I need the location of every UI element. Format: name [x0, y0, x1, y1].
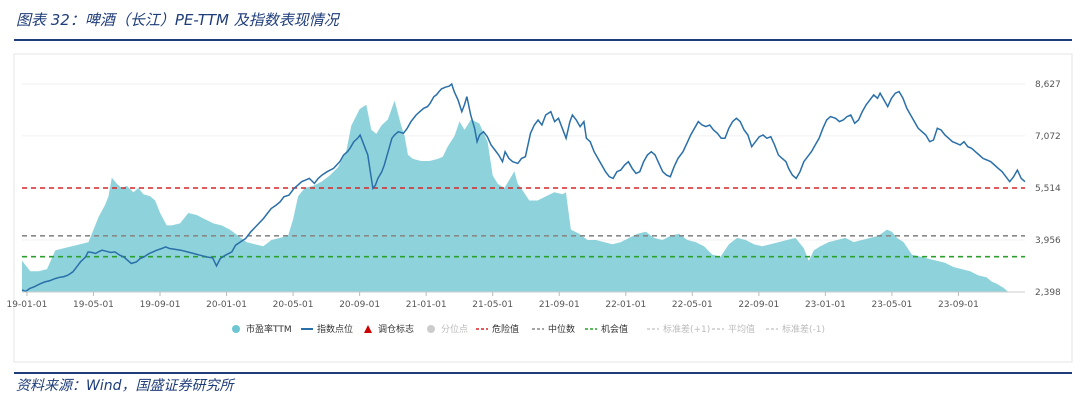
x-tick-label-0: 19-01-01 — [7, 300, 48, 310]
x-axis: 19-01-01 19-05-01 19-09-01 20-01-01 20-05-01… — [7, 291, 1025, 310]
x-tick-label-13: 23-05-01 — [871, 300, 912, 310]
x-tick-label-1: 19-05-01 — [73, 300, 114, 310]
legend-item-3: 分位点 — [427, 323, 468, 335]
figure-title: 图表 32：啤酒（长江）PE-TTM 及指数表现情况 — [16, 11, 339, 29]
legend-label-1: 指数点位 — [317, 323, 353, 335]
legend-label-4: 危险值 — [492, 323, 519, 335]
pe-area-layer — [22, 100, 1009, 292]
x-tick-label-5: 20-09-01 — [339, 300, 380, 310]
x-tick-label-12: 23-01-01 — [805, 300, 846, 310]
legend-label-0: 市盈率TTM — [246, 323, 292, 335]
x-tick-label-2: 19-09-01 — [140, 300, 181, 310]
y-tick-label-2: 5,514 — [1035, 184, 1061, 194]
y-axis-right: 8,627 7,072 5,514 3,956 2,398 — [1035, 80, 1061, 298]
x-tick-label-14: 23-09-01 — [938, 300, 979, 310]
title-rule — [14, 39, 1072, 41]
y-tick-label-1: 7,072 — [1035, 132, 1061, 142]
pe-index-chart: 19-01-01 19-05-01 19-09-01 20-01-01 20-05-01… — [7, 53, 1073, 363]
x-tick-label-3: 20-01-01 — [206, 300, 247, 310]
index-line-layer — [21, 82, 1026, 293]
pe-ttm-area — [22, 100, 1009, 292]
legend-item-5: 中位数 — [532, 323, 575, 335]
legend-item-0: 市盈率TTM — [232, 323, 292, 335]
legend-marker-3 — [427, 325, 435, 333]
legend-label-8: 平均值 — [728, 323, 755, 335]
legend-item-6: 机会值 — [585, 323, 628, 335]
legend-marker-0 — [232, 325, 240, 333]
x-tick-label-11: 22-09-01 — [738, 300, 779, 310]
legend-label-9: 标准差(-1) — [782, 323, 825, 335]
y-tick-label-4: 2,398 — [1035, 288, 1061, 298]
legend-label-7: 标准差(+1) — [663, 323, 710, 335]
x-tick-label-8: 21-09-01 — [539, 300, 580, 310]
legend-label-6: 机会值 — [601, 323, 628, 335]
legend-marker-2 — [364, 325, 372, 333]
source-note: 资料来源：Wind，国盛证券研究所 — [16, 378, 234, 394]
legend-label-3: 分位点 — [441, 323, 468, 335]
y-tick-label-3: 3,956 — [1035, 236, 1061, 246]
x-tick-label-10: 22-05-01 — [672, 300, 713, 310]
legend-label-5: 中位数 — [548, 323, 575, 335]
source-rule — [14, 372, 1072, 374]
x-tick-label-6: 21-01-01 — [406, 300, 447, 310]
legend: 市盈率TTM 指数点位 调仓标志 分位点 危险值 中位数 机会值 标准差(+1) 平均值 标准差(… — [232, 323, 825, 335]
legend-item-9: 标准差(-1) — [766, 323, 825, 335]
x-tick-label-9: 22-01-01 — [605, 300, 646, 310]
index-line — [21, 82, 1026, 293]
legend-item-4: 危险值 — [476, 323, 519, 335]
x-tick-label-4: 20-05-01 — [273, 300, 314, 310]
y-tick-label-0: 8,627 — [1035, 80, 1061, 90]
legend-label-2: 调仓标志 — [378, 323, 414, 335]
legend-item-8: 平均值 — [712, 323, 755, 335]
x-tick-label-7: 21-05-01 — [472, 300, 513, 310]
legend-item-7: 标准差(+1) — [647, 323, 710, 335]
legend-item-2: 调仓标志 — [364, 323, 414, 335]
legend-item-1: 指数点位 — [301, 323, 353, 335]
